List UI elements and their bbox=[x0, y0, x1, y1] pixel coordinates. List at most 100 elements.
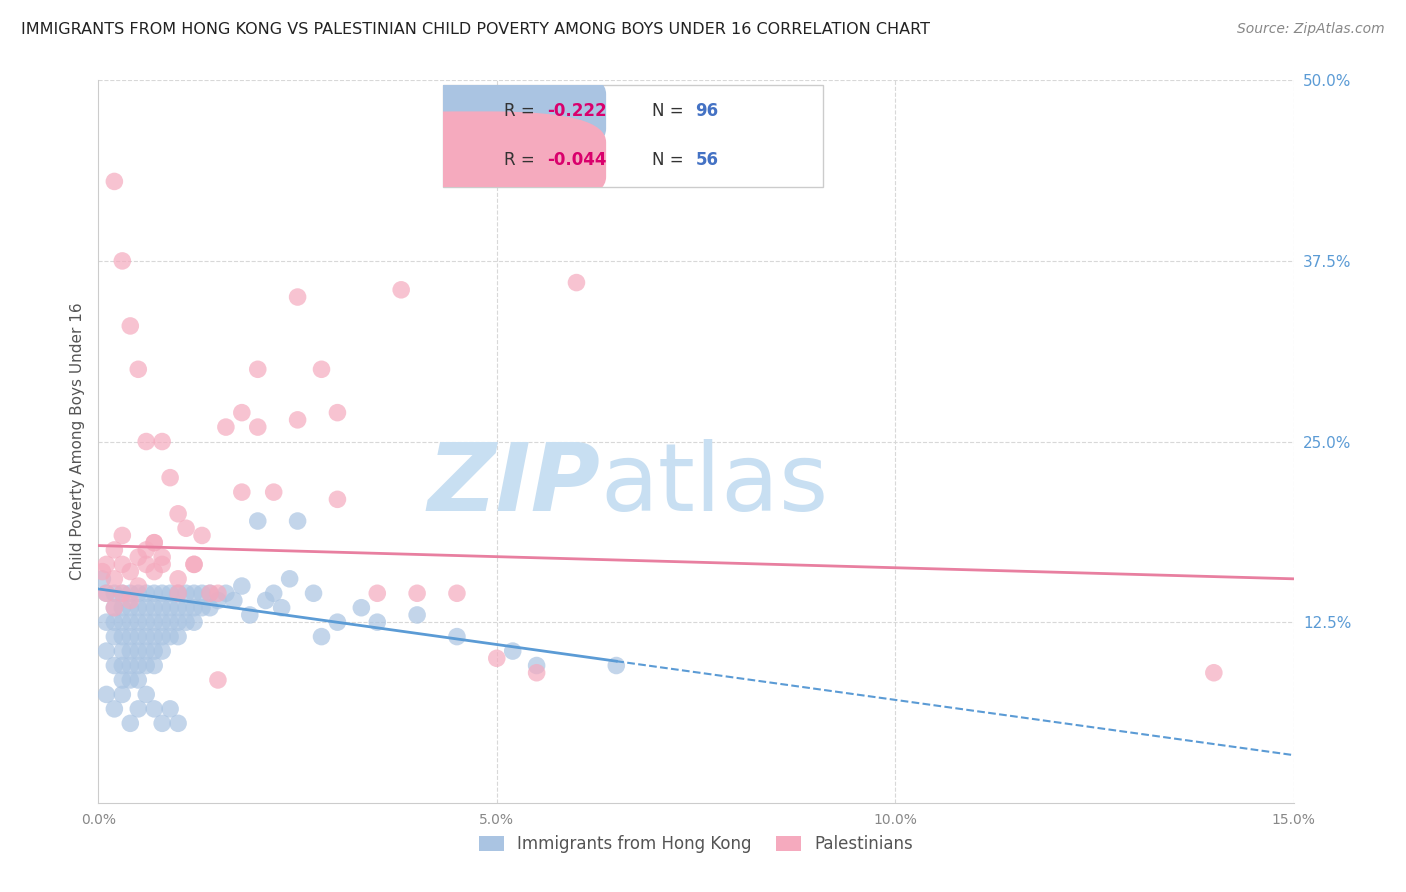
Text: -0.222: -0.222 bbox=[547, 103, 607, 120]
Point bbox=[174, 586, 197, 600]
Point bbox=[215, 420, 238, 434]
Point bbox=[111, 658, 134, 673]
Point bbox=[366, 615, 388, 630]
Point bbox=[485, 651, 508, 665]
Point bbox=[174, 600, 197, 615]
Point bbox=[263, 586, 285, 600]
Point bbox=[96, 644, 118, 658]
Point bbox=[120, 586, 142, 600]
Point bbox=[143, 630, 166, 644]
Point bbox=[127, 586, 149, 600]
Point bbox=[143, 535, 166, 549]
Point bbox=[103, 174, 125, 188]
Point bbox=[366, 586, 388, 600]
Point bbox=[127, 630, 149, 644]
Point bbox=[135, 558, 157, 572]
Point bbox=[167, 716, 190, 731]
Y-axis label: Child Poverty Among Boys Under 16: Child Poverty Among Boys Under 16 bbox=[69, 302, 84, 581]
Point bbox=[120, 615, 142, 630]
Text: N =: N = bbox=[652, 103, 689, 120]
Point bbox=[143, 586, 166, 600]
Point bbox=[231, 485, 253, 500]
Text: atlas: atlas bbox=[600, 439, 828, 531]
Point bbox=[103, 600, 125, 615]
Legend: Immigrants from Hong Kong, Palestinians: Immigrants from Hong Kong, Palestinians bbox=[472, 828, 920, 860]
Point bbox=[167, 600, 190, 615]
Point bbox=[198, 586, 221, 600]
Point bbox=[198, 600, 221, 615]
Point bbox=[526, 658, 548, 673]
Point bbox=[120, 673, 142, 687]
Point bbox=[127, 550, 149, 565]
Point bbox=[191, 528, 214, 542]
Point bbox=[183, 558, 205, 572]
Point bbox=[143, 658, 166, 673]
Point bbox=[103, 600, 125, 615]
Point bbox=[198, 586, 221, 600]
Point bbox=[120, 644, 142, 658]
Point bbox=[127, 600, 149, 615]
Point bbox=[96, 586, 118, 600]
Point bbox=[91, 565, 114, 579]
Point bbox=[111, 253, 134, 268]
Point bbox=[111, 673, 134, 687]
Point bbox=[150, 630, 173, 644]
Point bbox=[150, 434, 173, 449]
Point bbox=[143, 644, 166, 658]
Point bbox=[1202, 665, 1225, 680]
Point bbox=[167, 630, 190, 644]
Point bbox=[103, 572, 125, 586]
Point bbox=[120, 716, 142, 731]
Point bbox=[565, 276, 588, 290]
Point bbox=[207, 673, 229, 687]
Point bbox=[167, 586, 190, 600]
Text: R =: R = bbox=[503, 103, 540, 120]
Point bbox=[120, 600, 142, 615]
Point bbox=[111, 615, 134, 630]
Point bbox=[239, 607, 262, 622]
Text: Source: ZipAtlas.com: Source: ZipAtlas.com bbox=[1237, 22, 1385, 37]
Point bbox=[135, 586, 157, 600]
Point bbox=[150, 550, 173, 565]
Point bbox=[302, 586, 325, 600]
Point bbox=[96, 615, 118, 630]
Point bbox=[111, 630, 134, 644]
Point bbox=[150, 586, 173, 600]
Point bbox=[111, 644, 134, 658]
Point bbox=[159, 615, 181, 630]
Point bbox=[96, 558, 118, 572]
Point bbox=[326, 406, 349, 420]
Point bbox=[143, 600, 166, 615]
Point bbox=[150, 716, 173, 731]
Point bbox=[446, 630, 468, 644]
Point bbox=[406, 586, 429, 600]
Point bbox=[191, 600, 214, 615]
Point bbox=[246, 362, 269, 376]
Point bbox=[231, 406, 253, 420]
Point bbox=[150, 644, 173, 658]
Point bbox=[143, 615, 166, 630]
Point bbox=[103, 630, 125, 644]
FancyBboxPatch shape bbox=[340, 112, 606, 208]
Point bbox=[96, 586, 118, 600]
Point bbox=[103, 702, 125, 716]
Point bbox=[127, 673, 149, 687]
Point bbox=[159, 630, 181, 644]
Point bbox=[96, 687, 118, 701]
Point bbox=[207, 586, 229, 600]
Point bbox=[135, 658, 157, 673]
Point bbox=[135, 600, 157, 615]
Point bbox=[350, 600, 373, 615]
Point bbox=[111, 600, 134, 615]
Point bbox=[159, 600, 181, 615]
Point bbox=[183, 558, 205, 572]
Point bbox=[605, 658, 627, 673]
Point bbox=[120, 658, 142, 673]
Point bbox=[127, 644, 149, 658]
Point bbox=[127, 579, 149, 593]
Point bbox=[150, 600, 173, 615]
Point bbox=[120, 593, 142, 607]
Point bbox=[287, 413, 309, 427]
Point bbox=[159, 586, 181, 600]
Point bbox=[167, 507, 190, 521]
